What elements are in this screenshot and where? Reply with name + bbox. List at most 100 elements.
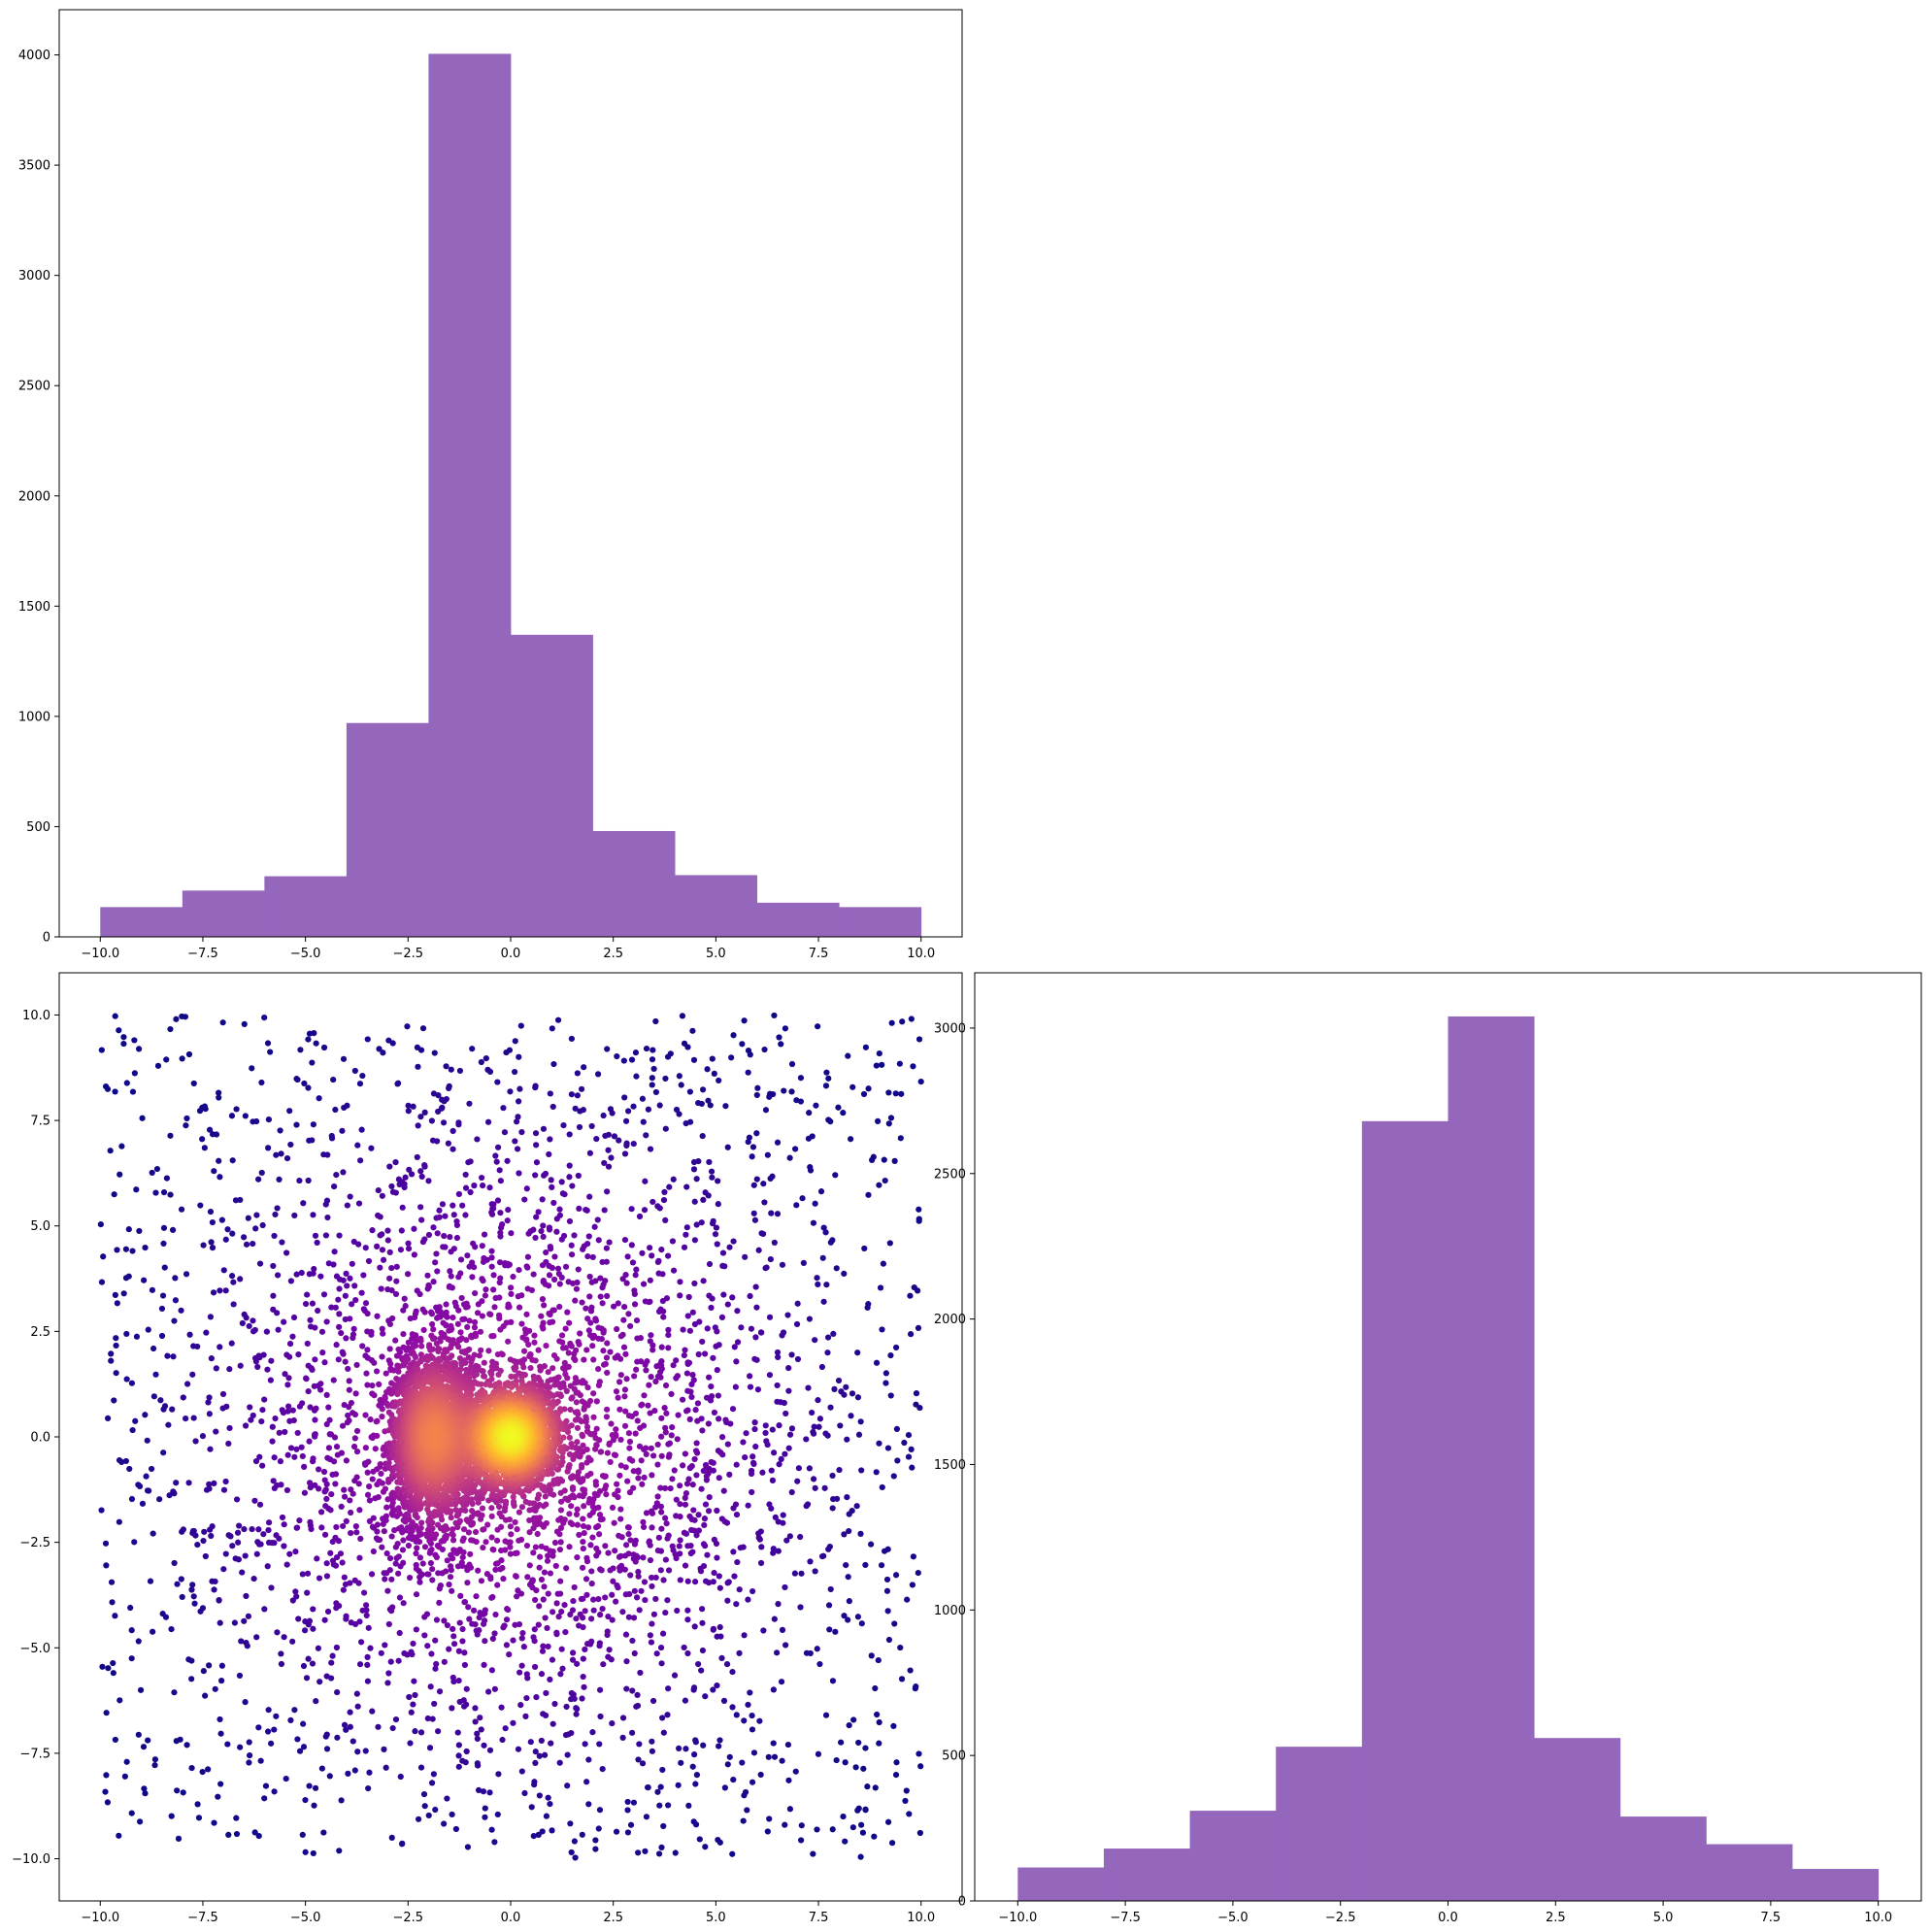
scatter-point [336,1848,343,1854]
scatter-point [385,1620,392,1628]
scatter-point [524,1264,531,1271]
scatter-point [905,1432,913,1439]
scatter-point [903,1787,910,1794]
scatter-point [354,1749,361,1755]
scatter-point [415,1122,421,1129]
scatter-point [312,1431,318,1438]
scatter-point [448,1345,454,1351]
scatter-point [745,1069,751,1076]
scatter-point [482,1638,488,1645]
scatter-point [171,1490,178,1497]
scatter-point [651,1407,658,1415]
scatter-point [827,1585,834,1593]
scatter-point [241,1020,248,1027]
scatter-point [683,1120,689,1127]
scatter-point [892,1572,900,1579]
scatter-point [370,1548,377,1555]
scatter-point [243,1592,250,1600]
scatter-point [570,1649,577,1656]
scatter-point [449,1587,455,1594]
scatter-point [751,1216,759,1223]
top-hist-bar [511,634,593,937]
scatter-point [207,1314,215,1320]
scatter-point [293,1593,300,1600]
scatter-point [758,1230,765,1237]
scatter-point [599,1472,607,1480]
scatter-point [775,1353,782,1361]
scatter-point [845,1574,851,1581]
scatter-point [315,1645,322,1651]
scatter-point [325,1260,332,1267]
scatter-point [465,1529,473,1536]
scatter-point [592,1837,599,1844]
scatter-point [711,1536,717,1544]
scatter-point [435,1348,442,1355]
scatter-point [662,1609,669,1616]
scatter-point [489,1593,496,1601]
scatter-point [447,1233,453,1241]
scatter-point [430,1224,437,1231]
scatter-point [299,1400,306,1407]
scatter-point [336,1323,343,1330]
scatter-point [694,1417,701,1424]
scatter-point [381,1528,387,1535]
scatter-point [158,1332,166,1340]
scatter-point [256,1453,263,1460]
scatter-point [619,1715,627,1721]
scatter-point [355,1580,362,1586]
scatter-point [366,1769,373,1776]
scatter-point [682,1347,688,1353]
scatter-point [520,1364,527,1371]
scatter-point [460,1697,467,1704]
scatter-point [693,1532,700,1539]
scatter-point [310,1849,316,1857]
scatter-point [810,1850,816,1857]
scatter-point [413,1626,419,1633]
scatter-point [516,1620,523,1628]
scatter-point [268,1584,275,1591]
scatter-point [582,1741,588,1748]
scatter-point [841,1270,848,1277]
scatter-point [547,1136,553,1143]
scatter-point [417,1338,424,1345]
scatter-point [668,1432,675,1439]
scatter-point [720,1487,727,1494]
scatter-point [822,1430,829,1437]
scatter-point [774,1349,782,1356]
scatter-point [518,1768,525,1775]
scatter-point [665,1567,673,1574]
scatter-point [595,1366,602,1373]
scatter-point [120,1040,127,1048]
scatter-point [222,1236,229,1243]
scatter-point [885,1120,892,1127]
scatter-point [658,1344,665,1350]
scatter-point [684,1578,691,1584]
scatter-point [252,1358,259,1365]
scatter-point [613,1828,620,1835]
scatter-point [917,1078,924,1085]
scatter-point [99,1663,106,1670]
scatter-point [441,1658,448,1665]
scatter-point [449,1674,456,1682]
scatter-point [691,1280,698,1287]
scatter-point [226,1366,233,1373]
scatter-point [447,1268,453,1275]
scatter-point [216,1287,223,1294]
scatter-point [569,1483,577,1491]
scatter-point [597,1293,604,1300]
scatter-point [455,1752,462,1759]
scatter-point [351,1767,358,1774]
scatter-point [352,1390,359,1397]
scatter-point [567,1611,574,1618]
scatter-point [844,1494,850,1501]
scatter-point [549,1609,556,1616]
scatter-point [325,1404,332,1411]
scatter-point [646,1538,653,1545]
scatter-point [265,1145,272,1151]
scatter-point [757,1771,764,1779]
scatter-point [665,1441,672,1448]
scatter-point [456,1546,463,1553]
scatter-point [754,1386,761,1393]
scatter-point [563,1387,570,1395]
scatter-point [378,1649,384,1656]
